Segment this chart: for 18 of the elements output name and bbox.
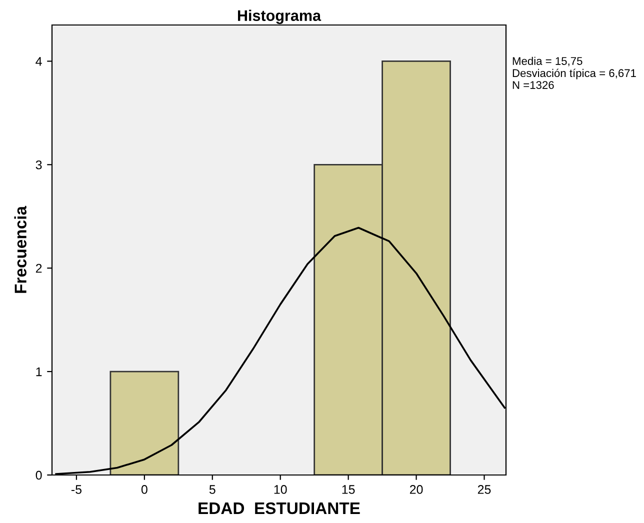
y-tick-label: 0 [36,470,42,480]
chart-title: Histograma [238,10,322,24]
text: Media = 15,75 [512,56,582,66]
y-tick-label: 4 [36,57,42,66]
x-tick-label: 15 [342,485,355,494]
x-axis-title: EDAD ESTUDIANTE [198,502,360,514]
y-tick-label: 3 [36,160,42,170]
text: N =1326 [512,81,554,89]
y-axis-title: Frecuencia [14,206,26,293]
x-tick-label: 10 [274,485,287,494]
text: Desviación típica = 6,671 [512,68,636,80]
x-tick-label: 25 [478,485,491,494]
y-tick-label: 2 [36,264,42,273]
x-tick-label: 5 [209,485,216,494]
y-tick-label: 1 [36,367,42,376]
x-tick-label: 20 [410,485,423,494]
x-tick-label: -5 [71,485,82,494]
x-tick-label: 0 [141,485,148,494]
